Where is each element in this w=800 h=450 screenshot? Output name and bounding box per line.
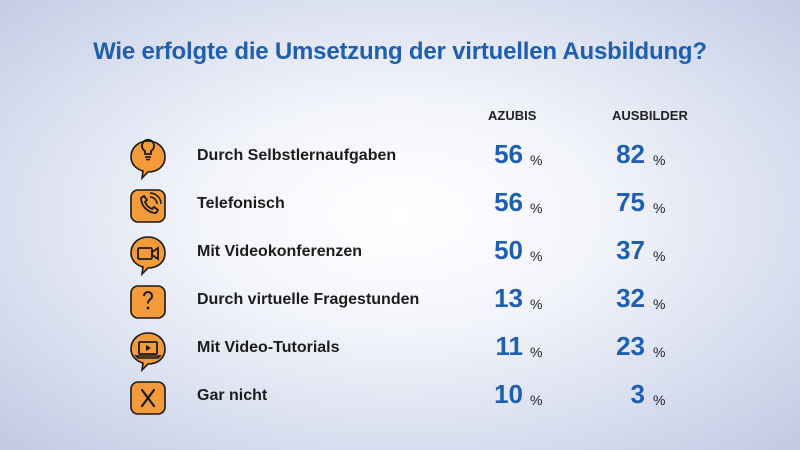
chart-title: Wie erfolgte die Umsetzung der virtuelle… [93,38,707,65]
value-azubis: 13 [494,283,523,313]
unit-ausbilder: % [653,296,666,312]
table-row: Durch virtuelle Fragestunden 13% 32% [0,281,800,329]
unit-ausbilder: % [653,344,666,360]
video-camera-icon [128,234,168,277]
unit-azubis: % [530,152,543,168]
row-label: Mit Videokonferenzen [197,243,363,260]
value-azubis: 56 [494,139,523,169]
row-label: Durch Selbstlernaufgaben [197,147,397,164]
cross-icon [128,378,168,418]
phone-icon [128,186,168,226]
value-azubis: 50 [494,235,523,265]
value-ausbilder: 37 [616,235,645,265]
row-label: Telefonisch [197,195,285,212]
column-header-azubis: AZUBIS [488,108,537,123]
row-label: Durch virtuelle Fragestunden [197,291,420,308]
table-row: Mit Videokonferenzen 50% 37% [0,233,800,281]
unit-azubis: % [530,296,543,312]
value-ausbilder: 3 [630,379,645,409]
unit-ausbilder: % [653,248,666,264]
table-row: Gar nicht 10% 3% [0,377,800,425]
row-label: Mit Video-Tutorials [197,339,340,356]
unit-azubis: % [530,248,543,264]
value-azubis: 10 [494,379,523,409]
value-ausbilder: 75 [616,187,645,217]
lightbulb-icon [128,138,168,181]
unit-azubis: % [530,344,543,360]
question-bubble-icon [128,282,168,322]
value-ausbilder: 23 [616,331,645,361]
unit-ausbilder: % [653,392,666,408]
value-ausbilder: 82 [616,139,645,169]
table-row: Telefonisch 56% 75% [0,185,800,233]
row-label: Gar nicht [197,387,268,404]
unit-ausbilder: % [653,152,666,168]
unit-ausbilder: % [653,200,666,216]
unit-azubis: % [530,200,543,216]
value-azubis: 56 [494,187,523,217]
value-azubis: 11 [495,331,524,361]
unit-azubis: % [530,392,543,408]
laptop-play-icon [128,330,168,373]
value-ausbilder: 32 [616,283,645,313]
table-row: Mit Video-Tutorials 11% 23% [0,329,800,377]
table-row: Durch Selbstlernaufgaben 56% 82% [0,137,800,185]
column-header-ausbilder: AUSBILDER [612,108,688,123]
